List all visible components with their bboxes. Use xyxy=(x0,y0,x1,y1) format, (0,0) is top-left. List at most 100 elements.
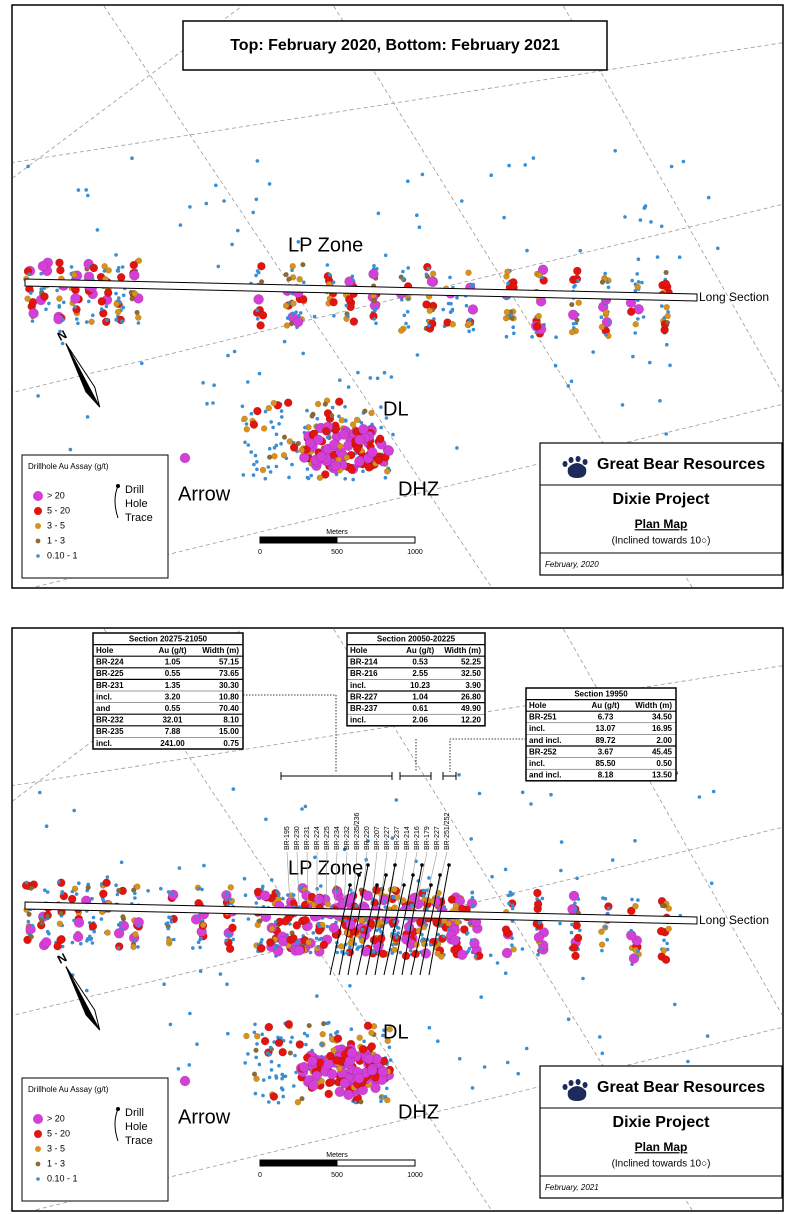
assay-dot xyxy=(290,311,295,316)
hole-label: BR-225 xyxy=(324,826,331,850)
assay-dot xyxy=(39,287,44,291)
assay-dot xyxy=(509,315,515,321)
assay-dot xyxy=(333,1034,343,1043)
assay-dot xyxy=(686,1059,690,1064)
assay-dot xyxy=(666,310,670,314)
assay-dot xyxy=(87,299,91,304)
assay-dot xyxy=(381,1033,385,1038)
assay-dot xyxy=(367,447,378,458)
assay-dot xyxy=(137,924,141,928)
assay-dot xyxy=(571,951,580,961)
drill-trace-collar xyxy=(366,863,370,867)
assay-dot xyxy=(371,949,376,954)
assay-dot xyxy=(254,901,259,905)
zone-label: Arrow xyxy=(178,1106,231,1128)
assay-table: Section 19950 Hole Au (g/t) Width (m) BR-251… xyxy=(525,687,677,782)
table-cell: 30.30 xyxy=(219,681,240,690)
assay-dot xyxy=(640,280,644,285)
assay-dot xyxy=(179,1075,191,1087)
company-name: Great Bear Resources xyxy=(597,456,765,473)
assay-dot xyxy=(663,304,670,311)
legend-label: 1 - 3 xyxy=(47,535,65,545)
assay-dot xyxy=(211,401,215,405)
assay-dot xyxy=(170,891,174,896)
assay-dot xyxy=(598,323,606,331)
assay-dot xyxy=(316,474,324,481)
assay-dot xyxy=(249,411,254,416)
assay-dot xyxy=(88,934,92,939)
long-section-label: Long Section xyxy=(699,290,769,304)
assay-dot xyxy=(241,473,246,477)
assay-dot xyxy=(253,1022,257,1027)
hole-leader xyxy=(352,851,358,906)
assay-dot xyxy=(43,888,47,892)
grid-line xyxy=(13,42,782,163)
assay-dot xyxy=(559,868,563,873)
table-cell: BR-225 xyxy=(96,669,124,678)
table-cell: incl. xyxy=(350,716,366,725)
assay-dot xyxy=(71,271,78,279)
grid-line xyxy=(562,6,782,393)
assay-dot xyxy=(379,1099,383,1104)
assay-dot xyxy=(509,893,513,897)
assay-dot xyxy=(159,886,163,891)
zone-label: LP Zone xyxy=(288,857,363,879)
zone-label: Arrow xyxy=(178,483,231,505)
assay-dot xyxy=(253,453,258,458)
assay-dot xyxy=(505,1060,510,1065)
assay-dot xyxy=(387,1045,392,1050)
assay-dot xyxy=(398,950,403,955)
long-section xyxy=(24,901,698,925)
assay-dot xyxy=(391,943,395,947)
assay-dot xyxy=(424,272,429,277)
assay-dot xyxy=(73,917,85,928)
map-area xyxy=(13,629,782,1210)
legend-symbol xyxy=(35,523,41,529)
assay-dot xyxy=(260,938,264,942)
map-type: Plan Map xyxy=(635,517,688,531)
assay-dot xyxy=(90,896,94,901)
drill-trace-collar xyxy=(420,863,424,867)
assay-dot xyxy=(427,323,431,328)
assay-dot xyxy=(243,426,251,433)
assay-dot xyxy=(61,318,65,322)
assay-dot xyxy=(271,425,275,430)
hole-leader xyxy=(415,851,428,906)
assay-dot xyxy=(510,903,515,908)
assay-dot xyxy=(507,901,511,906)
assay-dot xyxy=(129,296,135,302)
assay-dot xyxy=(230,242,234,247)
assay-dot xyxy=(337,414,341,419)
assay-dot xyxy=(317,924,322,929)
hole-label: BR-237 xyxy=(394,826,401,850)
assay-dot xyxy=(375,376,380,381)
table-cell: BR-235 xyxy=(96,727,124,736)
assay-dot xyxy=(249,420,259,429)
assay-dot xyxy=(132,931,139,938)
assay-dot xyxy=(372,317,376,321)
assay-dot xyxy=(120,319,124,324)
assay-dot xyxy=(473,954,478,959)
assay-dot xyxy=(97,297,107,306)
assay-dot xyxy=(389,375,394,379)
assay-dot xyxy=(658,399,662,403)
assay-dot xyxy=(482,1065,487,1069)
assay-dot xyxy=(90,941,95,945)
assay-dot xyxy=(200,887,204,892)
assay-dot xyxy=(638,218,643,222)
assay-dot xyxy=(244,422,249,426)
assay-dot xyxy=(312,314,317,319)
north-arrow-shape xyxy=(65,966,101,1031)
assay-dot xyxy=(549,792,553,797)
assay-dot xyxy=(303,804,308,809)
assay-dot xyxy=(113,300,120,308)
trace-label: Drill xyxy=(125,484,144,496)
assay-dot xyxy=(308,950,313,955)
assay-dot xyxy=(426,307,433,314)
assay-dot xyxy=(417,225,422,229)
assay-dot xyxy=(373,309,377,313)
drill-trace xyxy=(410,884,432,976)
assay-dot xyxy=(56,935,65,945)
table-header: Au (g/t) xyxy=(406,646,434,655)
table-cell: 0.50 xyxy=(656,759,672,768)
